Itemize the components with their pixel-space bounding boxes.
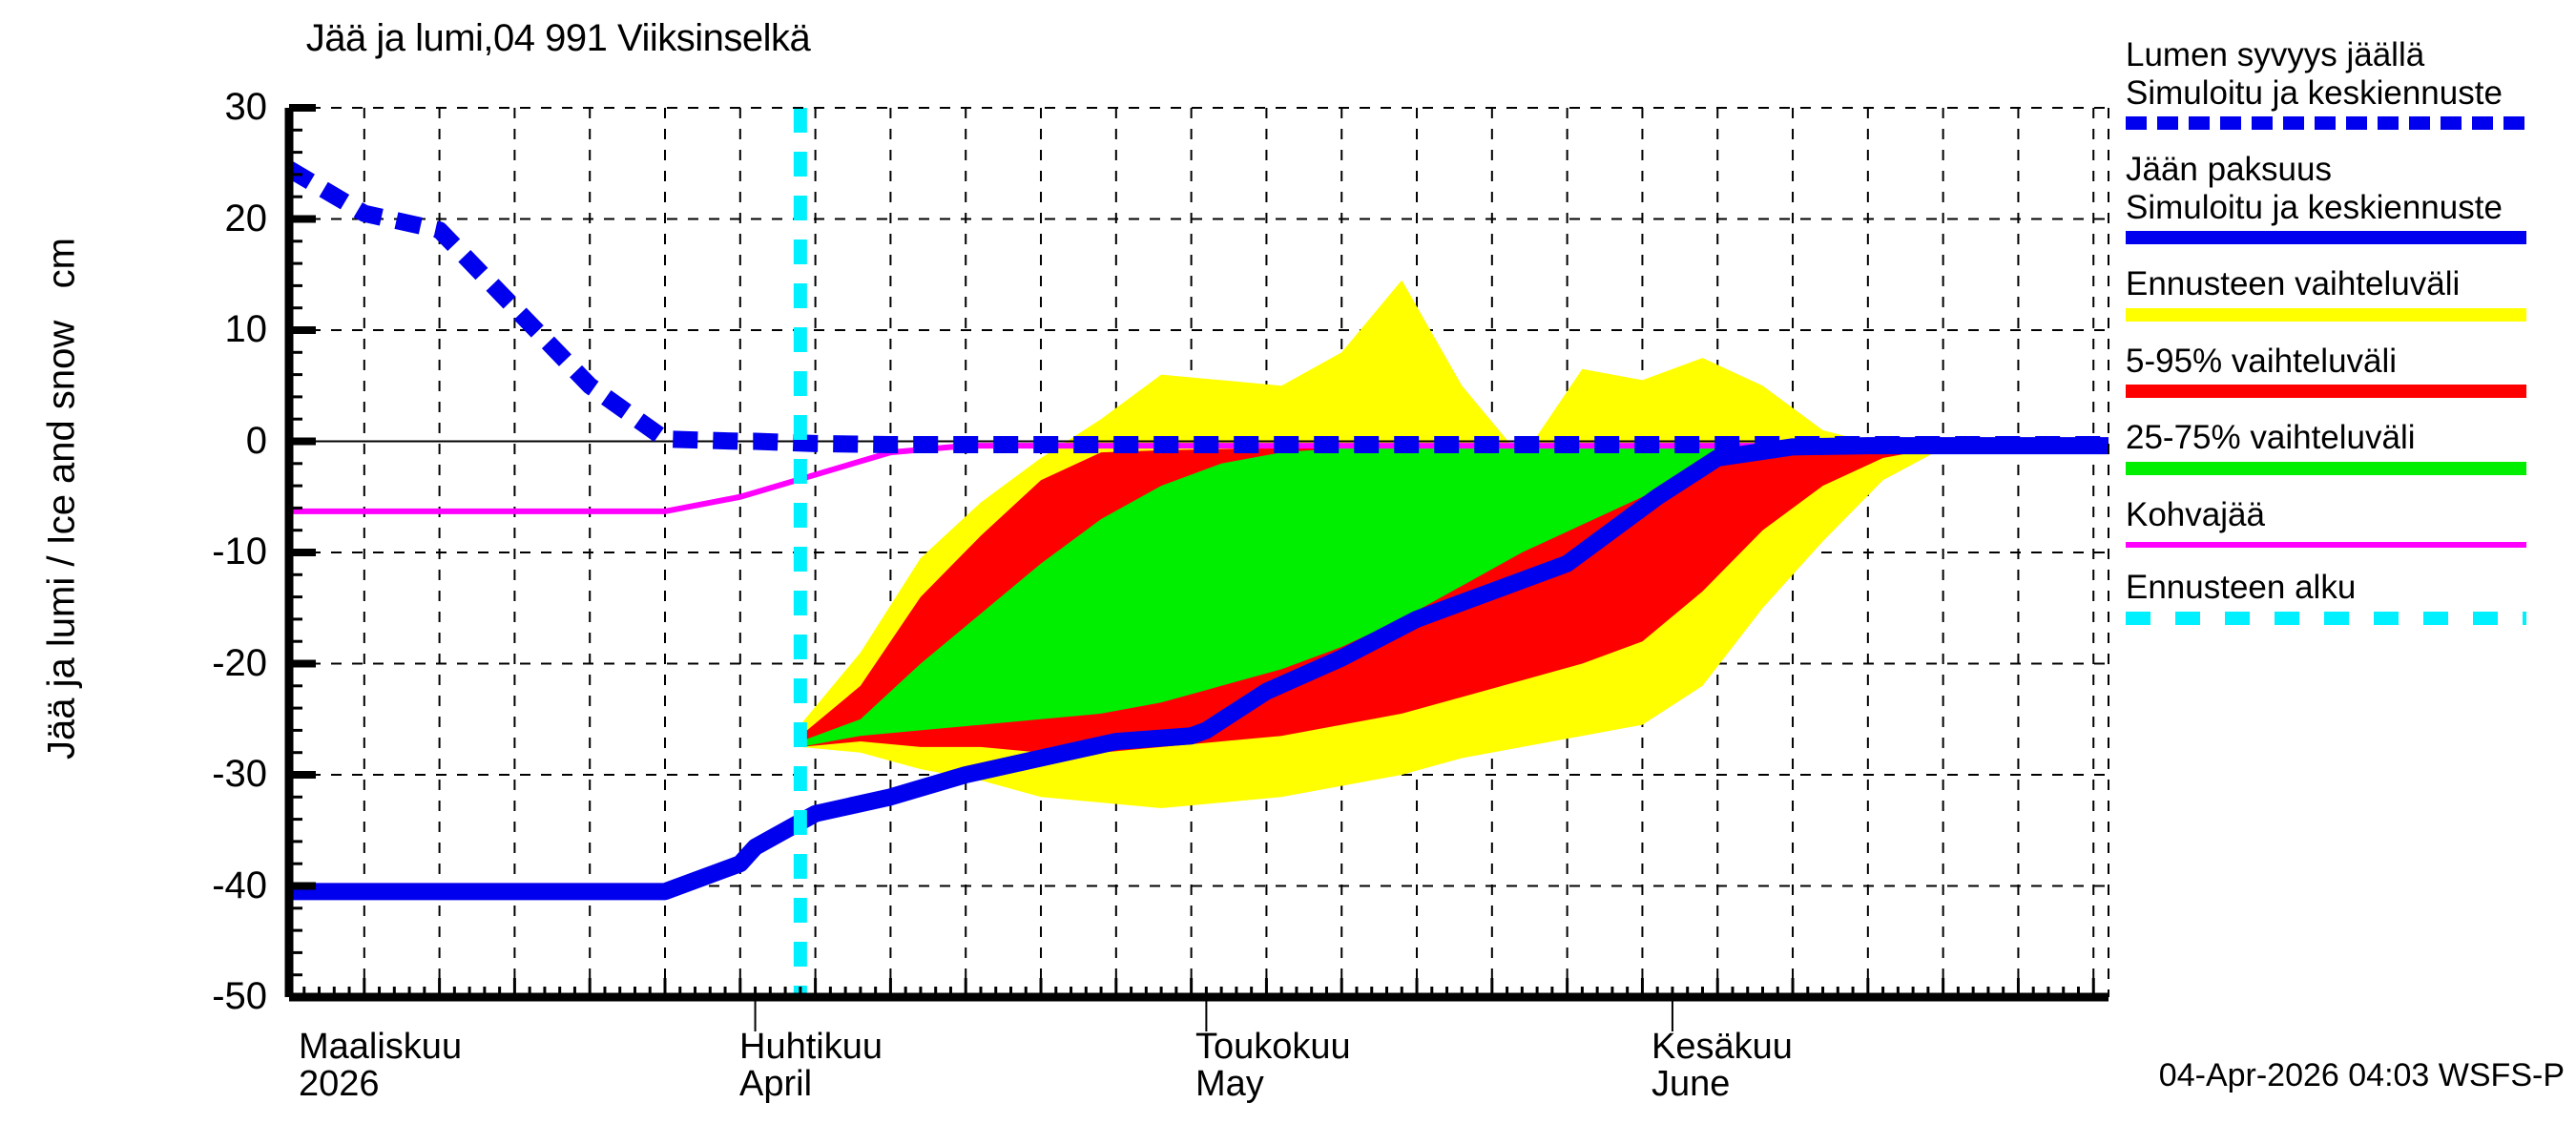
legend-item-ice-thickness[interactable]: Jään paksuus Simuloitu ja keskiennuste	[2126, 151, 2574, 245]
legend-item-snow-depth[interactable]: Lumen syvyys jäällä Simuloitu ja keskien…	[2126, 36, 2574, 131]
legend-swatch-green	[2126, 461, 2526, 475]
legend-item-p5-p95[interactable]: 5-95% vaihteluväli	[2126, 343, 2574, 399]
legend-swatch-yellow	[2126, 307, 2526, 322]
y-tick: 0	[245, 419, 267, 462]
legend-label-primary: Jään paksuus	[2126, 151, 2332, 189]
x-tick-toukokuu: Toukokuu May	[1195, 1029, 1351, 1103]
x-tick-label-fi: Maaliskuu	[299, 1027, 463, 1067]
legend-item-forecast-range[interactable]: Ennusteen vaihteluväli	[2126, 265, 2574, 322]
legend-label-primary: 25-75% vaihteluväli	[2126, 419, 2416, 457]
x-tick-label-en: 2026	[299, 1063, 380, 1104]
legend-swatch-dashed-cyan	[2126, 611, 2526, 625]
x-tick-label-fi: Toukokuu	[1195, 1027, 1351, 1067]
legend-label-primary: Ennusteen alku	[2126, 569, 2357, 607]
timestamp-label: 04-Apr-2026 04:03 WSFS-P	[2158, 1057, 2565, 1093]
x-tick-label-en: May	[1195, 1063, 1264, 1104]
y-tick: 20	[224, 197, 268, 239]
x-tick-kesakuu: Kesäkuu June	[1652, 1029, 1793, 1103]
page-title: Jää ja lumi,04 991 Viiksinselkä	[305, 17, 811, 59]
y-tick: 10	[224, 308, 268, 350]
x-tick-label-fi: Kesäkuu	[1652, 1027, 1793, 1067]
legend-label-primary: Lumen syvyys jäällä	[2126, 36, 2425, 73]
y-tick-labels: 30 20 10 0 -10 -20 -30 -40 -50	[124, 0, 267, 1145]
y-tick: -50	[212, 975, 267, 1017]
legend-item-kohvajaa[interactable]: Kohvajää	[2126, 496, 2574, 549]
x-tick-label-en: June	[1652, 1063, 1731, 1104]
legend-label-primary: Kohvajää	[2126, 495, 2265, 533]
legend-swatch-dashed-blue	[2126, 116, 2526, 131]
legend-label-primary: Ennusteen vaihteluväli	[2126, 265, 2461, 303]
legend-swatch-solid-blue	[2126, 231, 2526, 245]
x-tick-label-en: April	[739, 1063, 813, 1104]
legend-item-forecast-start[interactable]: Ennusteen alku	[2126, 569, 2574, 625]
legend-swatch-magenta	[2126, 542, 2526, 549]
x-tick-huhtikuu: Huhtikuu April	[739, 1029, 883, 1103]
y-tick: -10	[212, 531, 267, 572]
y-tick: -30	[212, 753, 267, 795]
chart-legend: Lumen syvyys jäällä Simuloitu ja keskien…	[2126, 36, 2574, 635]
x-tick-maaliskuu: Maaliskuu 2026	[299, 1029, 462, 1103]
legend-label-secondary: Simuloitu ja keskiennuste	[2126, 188, 2503, 226]
legend-item-p25-p75[interactable]: 25-75% vaihteluväli	[2126, 419, 2574, 475]
legend-label-secondary: Simuloitu ja keskiennuste	[2126, 73, 2503, 112]
x-tick-label-fi: Huhtikuu	[739, 1027, 883, 1067]
y-tick: 30	[224, 86, 268, 128]
y-tick: -20	[212, 641, 267, 684]
legend-swatch-red	[2126, 385, 2526, 399]
legend-label-primary: 5-95% vaihteluväli	[2126, 342, 2398, 380]
y-tick: -40	[212, 864, 267, 906]
